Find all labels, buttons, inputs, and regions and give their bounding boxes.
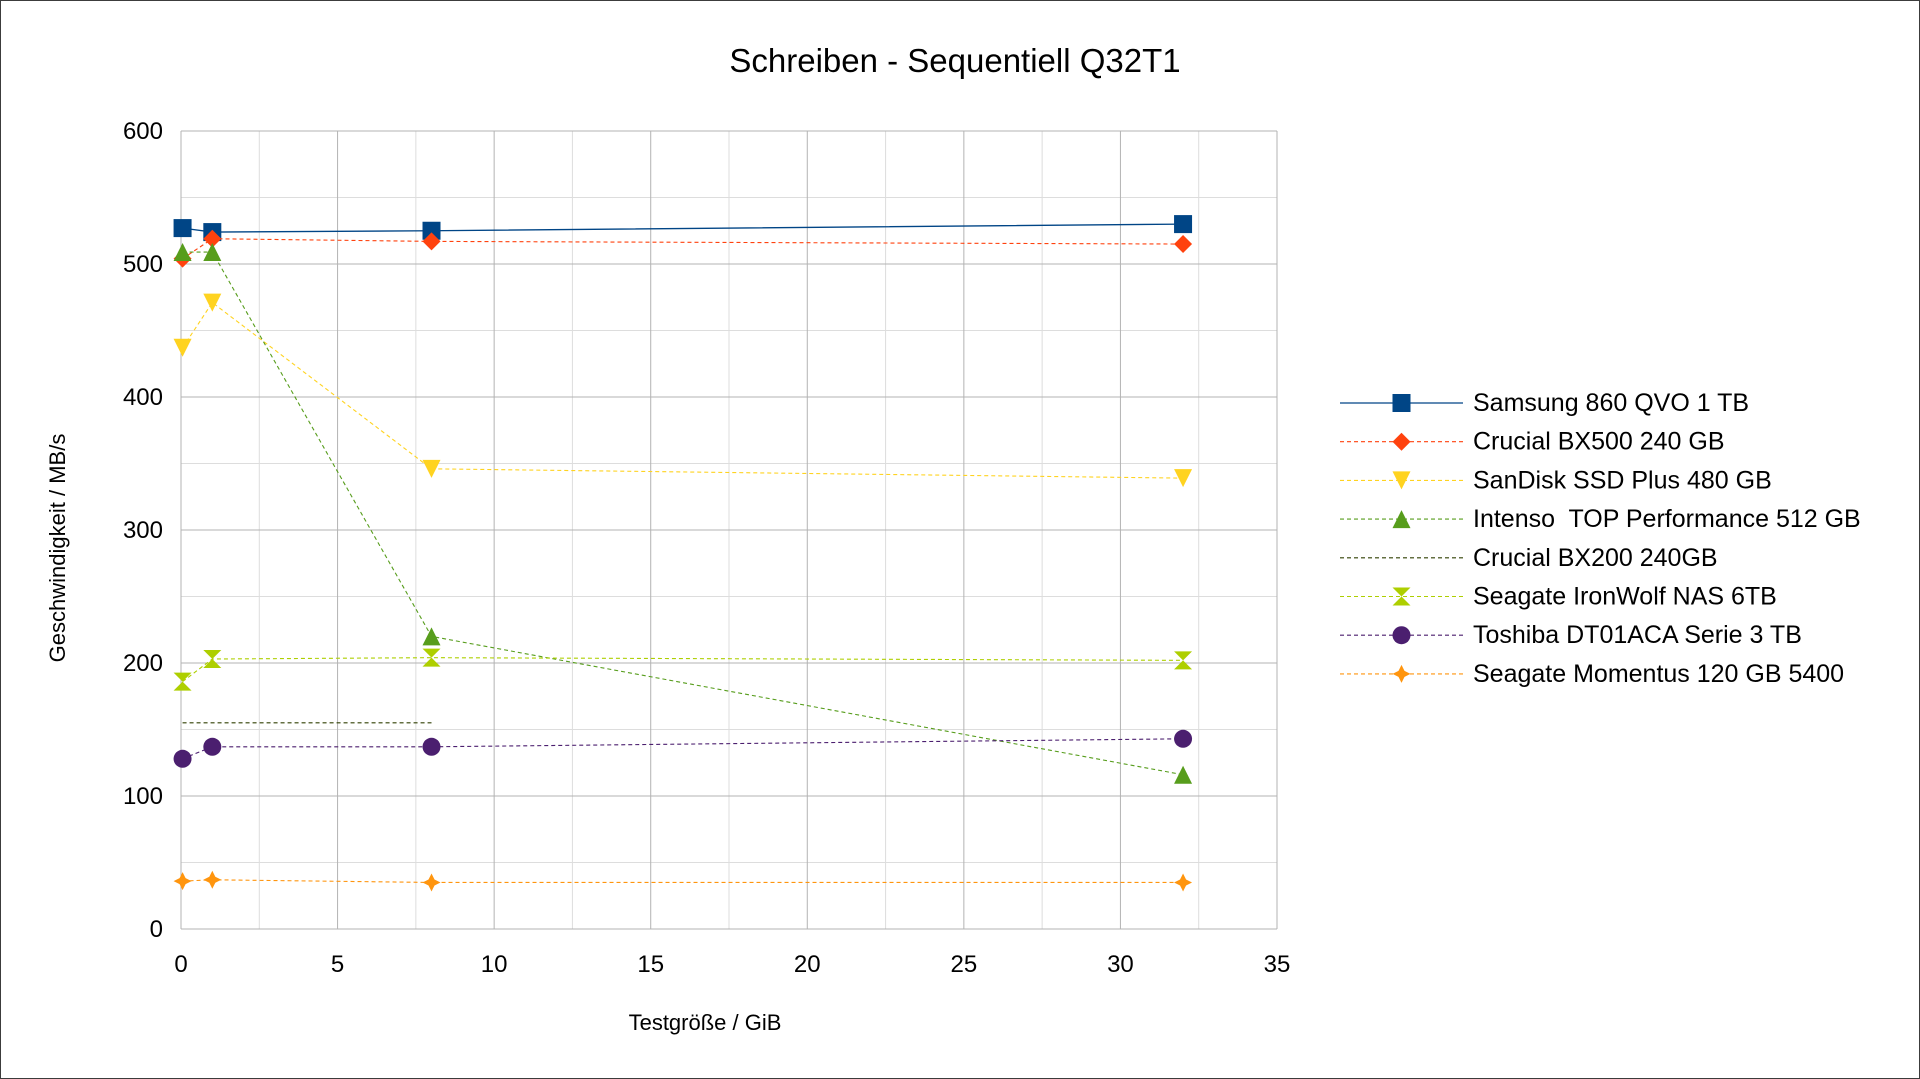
legend-marker	[1392, 587, 1411, 606]
legend-item: Toshiba DT01ACA Serie 3 TB	[1340, 621, 1802, 649]
y-axis-label: Geschwindigkeit / MB/s	[45, 434, 70, 663]
data-point	[1174, 215, 1193, 234]
y-tick-label: 600	[123, 118, 163, 145]
x-axis-label: Testgröße / GiB	[629, 1010, 782, 1035]
legend-item: Samsung 860 QVO 1 TB	[1340, 389, 1749, 417]
legend-item: Seagate IronWolf NAS 6TB	[1340, 583, 1777, 611]
legend-label: Crucial BX200 240GB	[1473, 544, 1718, 572]
data-point	[1174, 651, 1193, 670]
x-tick-label: 10	[481, 951, 508, 978]
legend-label: SanDisk SSD Plus 480 GB	[1473, 466, 1772, 494]
legend-marker	[1392, 471, 1411, 490]
series-intenso-top-performance-512-gb	[173, 243, 1193, 784]
legend-label: Seagate Momentus 120 GB 5400	[1473, 660, 1844, 688]
data-point	[1174, 729, 1193, 748]
x-tick-label: 25	[951, 951, 978, 978]
x-tick-label: 30	[1107, 951, 1134, 978]
y-tick-label: 300	[123, 517, 163, 544]
series-line	[182, 738, 1184, 760]
data-point	[173, 338, 192, 357]
data-point	[173, 672, 192, 691]
data-point	[1174, 469, 1193, 488]
legend-marker	[1392, 664, 1411, 683]
legend-item: Seagate Momentus 120 GB 5400	[1340, 660, 1844, 688]
legend-marker	[1392, 510, 1411, 529]
y-tick-label: 100	[123, 783, 163, 810]
y-tick-label: 0	[150, 916, 163, 943]
legend-item: Crucial BX200 240GB	[1340, 544, 1718, 572]
grid	[180, 130, 1278, 930]
data-point	[203, 229, 222, 248]
series-line	[182, 301, 1184, 479]
data-point	[173, 243, 192, 262]
x-tick-label: 35	[1264, 951, 1291, 978]
legend-label: Samsung 860 QVO 1 TB	[1473, 389, 1749, 417]
data-point	[1174, 873, 1193, 892]
legend-marker	[1392, 432, 1411, 451]
legend-item: SanDisk SSD Plus 480 GB	[1340, 466, 1772, 494]
data-point	[422, 232, 441, 251]
data-point	[203, 713, 222, 732]
data-point	[173, 713, 192, 732]
series-line	[182, 251, 1184, 776]
data-point	[203, 870, 222, 889]
data-point	[422, 459, 441, 478]
y-tick-label: 200	[123, 650, 163, 677]
legend-marker	[1392, 548, 1411, 567]
series-line	[182, 657, 1184, 683]
axes: 0 5 10 15 20 25 30 35 0 100 200 300 400 500 600	[123, 118, 1290, 978]
data-point	[173, 872, 192, 891]
legend-item: Intenso TOP Performance 512 GB	[1340, 505, 1861, 533]
series-sandisk-ssd-plus-480-gb	[173, 293, 1193, 488]
legend-label: Intenso TOP Performance 512 GB	[1473, 505, 1861, 533]
series-crucial-bx200-240gb	[173, 713, 441, 732]
x-tick-label: 20	[794, 951, 821, 978]
data-point	[422, 221, 441, 240]
data-point	[203, 650, 222, 669]
legend: Samsung 860 QVO 1 TB Crucial BX500 240 GB…	[1340, 389, 1861, 688]
data-point	[422, 713, 441, 732]
legend-marker	[1392, 626, 1411, 645]
legend-label: Toshiba DT01ACA Serie 3 TB	[1473, 621, 1802, 649]
x-tick-label: 5	[331, 951, 344, 978]
data-point	[1174, 235, 1193, 254]
legend-label: Crucial BX500 240 GB	[1473, 428, 1725, 456]
data-point	[173, 219, 192, 238]
y-tick-label: 400	[123, 384, 163, 411]
chart-title: Schreiben - Sequentiell Q32T1	[729, 42, 1180, 79]
data-point	[203, 293, 222, 312]
series-seagate-ironwolf-nas-6tb	[173, 648, 1193, 691]
data-point	[1174, 765, 1193, 784]
y-tick-label: 500	[123, 251, 163, 278]
series-group	[173, 215, 1193, 892]
series-line	[182, 238, 1184, 260]
x-tick-label: 0	[174, 951, 187, 978]
data-point	[203, 243, 222, 262]
series-toshiba-dt01aca-serie-3-tb	[173, 729, 1193, 768]
legend-label: Seagate IronWolf NAS 6TB	[1473, 583, 1777, 611]
data-point	[173, 749, 192, 768]
legend-item: Crucial BX500 240 GB	[1340, 428, 1725, 456]
data-point	[422, 873, 441, 892]
series-line	[182, 223, 1184, 233]
data-point	[422, 627, 441, 646]
data-point	[203, 737, 222, 756]
x-tick-label: 15	[637, 951, 664, 978]
data-point	[422, 648, 441, 667]
series-seagate-momentus-120-gb-5400	[173, 870, 1193, 892]
series-line	[182, 879, 1184, 884]
data-point	[422, 737, 441, 756]
legend-marker	[1392, 394, 1411, 412]
